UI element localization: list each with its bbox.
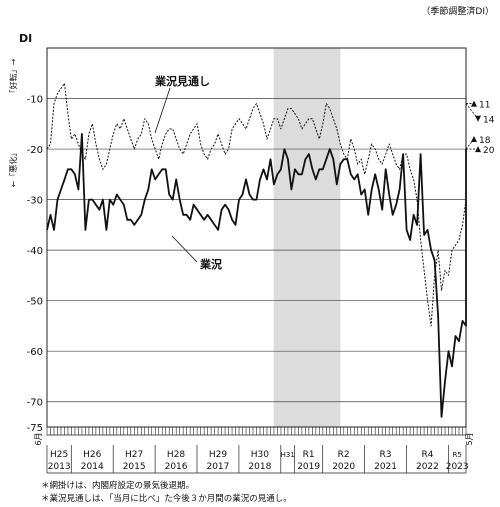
y-tick-label: -30: [27, 196, 43, 207]
forecast-arrow-head: [475, 115, 481, 122]
era-label: R2: [338, 450, 350, 460]
forecast-arrow-head: [471, 135, 477, 142]
era-label: R4: [421, 450, 433, 460]
year-label: 2021: [374, 462, 397, 472]
forecast-value-label: 18: [479, 136, 491, 146]
series-label-outlook-leader: [154, 87, 171, 134]
recession-band: [273, 48, 341, 427]
year-label: 2016: [165, 462, 188, 472]
year-label: 2013: [48, 462, 71, 472]
year-label: 2023: [446, 462, 469, 472]
era-label: H30: [251, 450, 269, 460]
y-tick-label: -20: [27, 145, 43, 156]
seasonal-adjustment-note: （季節調整済DI）: [421, 7, 494, 17]
y-tick-label: -10: [27, 95, 43, 106]
year-label: 2017: [206, 462, 229, 472]
era-label: H29: [209, 450, 227, 460]
series-line-outlook: [46, 82, 467, 327]
year-label: 2019: [297, 462, 320, 472]
forecast-value-label: 20: [483, 146, 495, 156]
footnote-recession: ＊網掛けは、内閣府設定の景気後退期。: [41, 481, 195, 491]
y-tick-label: -40: [27, 246, 43, 257]
y-axis-label: DI: [19, 32, 32, 45]
era-label: H27: [125, 450, 143, 460]
era-label: H28: [167, 450, 185, 460]
y-axis-up-label: 「好転」→: [8, 58, 18, 97]
plot-frame: [46, 47, 467, 428]
era-label: H26: [83, 450, 101, 460]
era-label: H31: [281, 451, 295, 459]
forecast-value-label: 11: [479, 101, 490, 111]
series-line-business-conditions: [46, 132, 467, 418]
series-label-outlook: 業況見通し: [154, 74, 210, 88]
series-label-business-conditions: 業況: [199, 257, 222, 271]
year-label: 2015: [123, 462, 146, 472]
series-label-business-conditions-leader: [171, 235, 198, 263]
year-label: 2020: [332, 462, 355, 472]
era-label: R3: [380, 450, 392, 460]
year-label: 2022: [416, 462, 439, 472]
y-tick-label: -75: [27, 423, 43, 434]
era-label: H25: [50, 450, 68, 460]
y-tick-label: -70: [27, 398, 43, 409]
y-axis-down-label: ←「悪化」: [8, 149, 18, 188]
footnote-forecast: ＊業況見通しは、「当月に比べ」た今後３か月間の業況の見通し。: [41, 494, 292, 504]
start-month-label: 6月: [34, 432, 43, 445]
forecast-arrow-head: [475, 146, 481, 153]
year-label: 2018: [248, 462, 271, 472]
forecast-arrow-head: [471, 100, 477, 107]
year-label: 2014: [81, 462, 104, 472]
end-month-label: 5月: [465, 432, 474, 445]
era-label: R1: [303, 450, 315, 460]
y-tick-label: -50: [27, 297, 43, 308]
era-label: R5: [453, 451, 462, 459]
y-tick-label: -60: [27, 347, 43, 358]
forecast-value-label: 14: [483, 116, 495, 126]
